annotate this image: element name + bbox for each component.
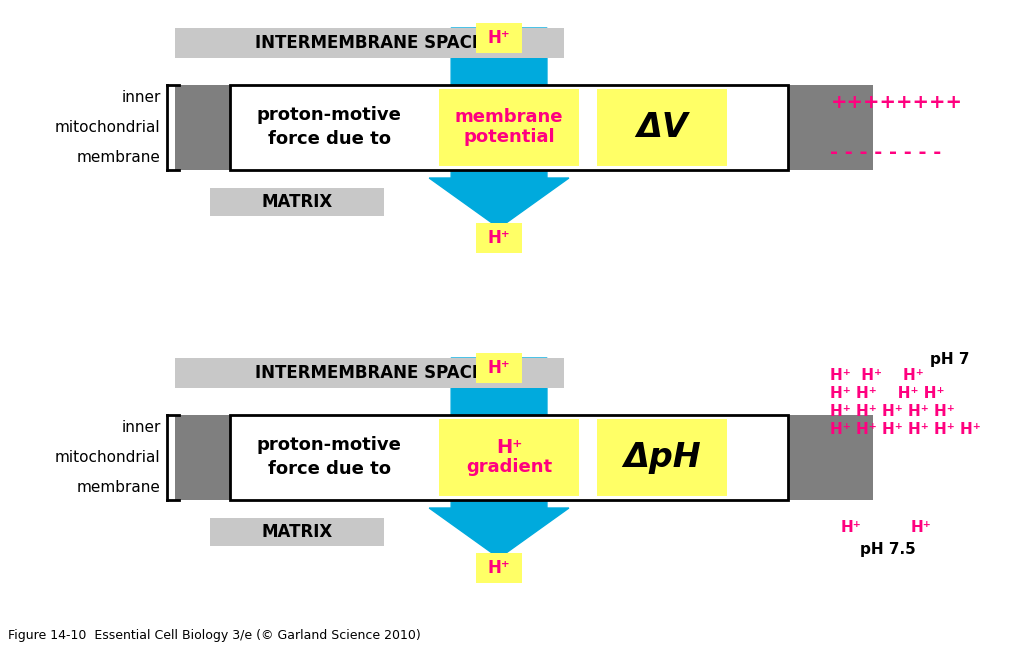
Text: H⁺: H⁺: [487, 359, 510, 377]
Bar: [476, 23, 522, 53]
Text: H⁺: H⁺: [496, 438, 522, 457]
Text: MATRIX: MATRIX: [261, 523, 333, 541]
Text: inner: inner: [121, 420, 161, 435]
Text: inner: inner: [121, 90, 161, 105]
Bar: [788, 415, 873, 500]
Text: proton-motive: proton-motive: [257, 106, 401, 125]
Bar: [210, 518, 384, 546]
Text: mitochondrial: mitochondrial: [55, 450, 161, 465]
Text: ΔpH: ΔpH: [623, 441, 700, 474]
Bar: [439, 89, 579, 166]
Text: H⁺ H⁺ H⁺ H⁺ H⁺: H⁺ H⁺ H⁺ H⁺ H⁺: [830, 404, 955, 419]
Text: H⁺: H⁺: [841, 520, 861, 535]
Bar: [229, 85, 788, 170]
Bar: [476, 223, 522, 253]
Bar: [210, 188, 384, 216]
Text: - - - - - - - -: - - - - - - - -: [830, 143, 942, 162]
Text: membrane: membrane: [77, 480, 161, 495]
Text: pH 7.5: pH 7.5: [860, 542, 916, 557]
Text: H⁺ H⁺ H⁺ H⁺ H⁺ H⁺: H⁺ H⁺ H⁺ H⁺ H⁺ H⁺: [830, 422, 981, 437]
Text: H⁺: H⁺: [487, 29, 510, 47]
Text: MATRIX: MATRIX: [261, 193, 333, 211]
Bar: [597, 89, 727, 166]
Polygon shape: [429, 358, 569, 558]
Text: H⁺ H⁺    H⁺ H⁺: H⁺ H⁺ H⁺ H⁺: [830, 386, 945, 401]
Text: potential: potential: [463, 129, 555, 147]
Text: force due to: force due to: [268, 130, 391, 149]
Bar: [788, 85, 873, 170]
Text: membrane: membrane: [77, 150, 161, 165]
Text: H⁺: H⁺: [910, 520, 931, 535]
Text: pH 7: pH 7: [930, 352, 970, 367]
Text: gradient: gradient: [466, 458, 552, 476]
Bar: [439, 419, 579, 496]
Bar: [175, 28, 564, 58]
Bar: [175, 358, 564, 388]
Polygon shape: [429, 28, 569, 228]
Text: force due to: force due to: [268, 461, 391, 478]
Bar: [476, 553, 522, 583]
Bar: [175, 85, 229, 170]
Text: proton-motive: proton-motive: [257, 437, 401, 454]
Bar: [175, 415, 229, 500]
Text: Figure 14-10  Essential Cell Biology 3/e (© Garland Science 2010): Figure 14-10 Essential Cell Biology 3/e …: [8, 629, 421, 642]
Text: membrane: membrane: [455, 108, 563, 127]
Text: H⁺  H⁺    H⁺: H⁺ H⁺ H⁺: [830, 368, 925, 383]
Text: H⁺: H⁺: [487, 559, 510, 577]
Bar: [476, 353, 522, 383]
Text: ΔV: ΔV: [636, 111, 687, 144]
Bar: [597, 419, 727, 496]
Text: mitochondrial: mitochondrial: [55, 120, 161, 135]
Text: ++++++++: ++++++++: [830, 93, 963, 112]
Text: H⁺: H⁺: [487, 229, 510, 247]
Text: INTERMEMBRANE SPACE: INTERMEMBRANE SPACE: [255, 364, 483, 382]
Bar: [229, 415, 788, 500]
Text: INTERMEMBRANE SPACE: INTERMEMBRANE SPACE: [255, 34, 483, 52]
